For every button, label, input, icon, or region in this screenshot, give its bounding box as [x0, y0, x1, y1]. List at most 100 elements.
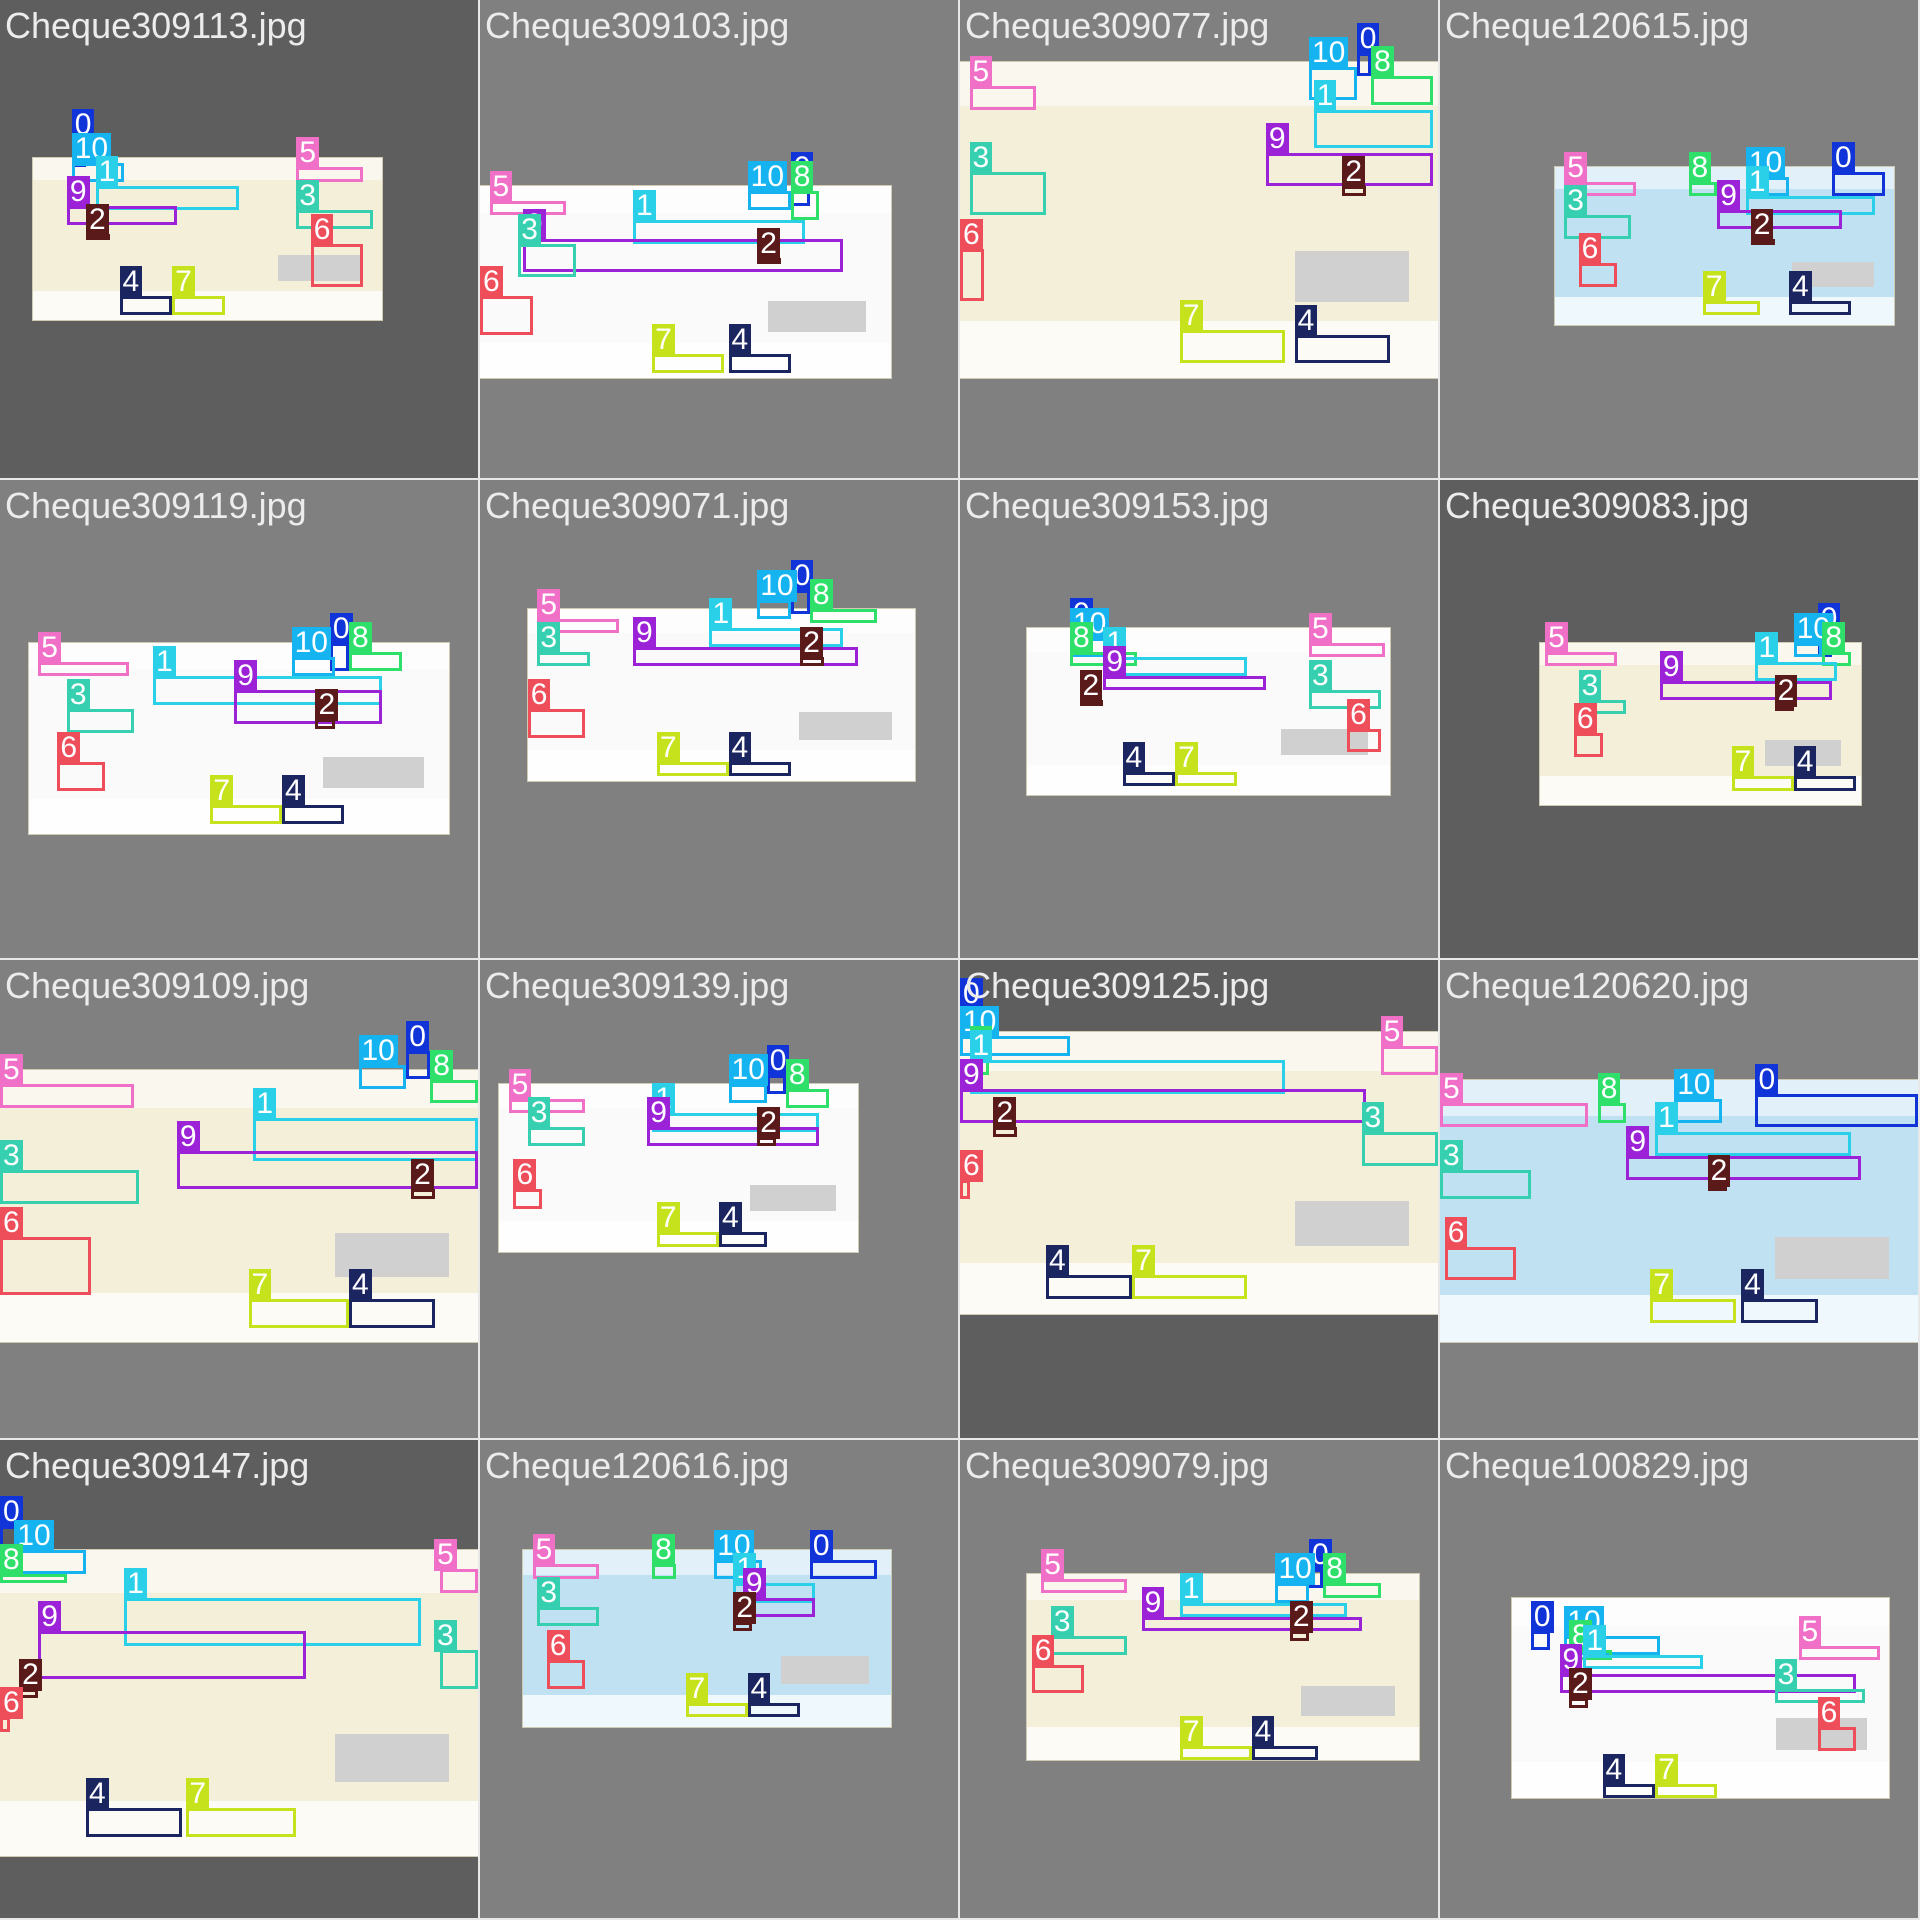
bbox-class-8 — [1371, 76, 1434, 106]
bbox-label: 6 — [310, 213, 334, 246]
bbox-class-3 — [66, 709, 134, 734]
bbox-label: 10 — [747, 161, 788, 194]
bbox-label: 7 — [248, 1269, 272, 1302]
bbox-label: 4 — [728, 323, 752, 356]
bbox-label: 6 — [57, 732, 81, 765]
bbox-label: 6 — [960, 218, 983, 251]
bbox-class-6 — [57, 762, 106, 791]
bbox-class-8 — [809, 609, 877, 624]
bbox-class-3 — [1308, 690, 1381, 710]
bbox-class-3 — [1440, 1170, 1531, 1199]
cheque-gray — [1774, 1237, 1890, 1280]
cheque-gray — [767, 301, 867, 332]
bbox-label: 10 — [757, 569, 797, 602]
bbox-class-4 — [1788, 301, 1852, 316]
bbox-label: 8 — [809, 579, 833, 612]
bbox-label: 9 — [1103, 645, 1127, 678]
bbox-class-1 — [152, 675, 383, 705]
bbox-label: 1 — [632, 189, 656, 222]
bbox-class-0 — [1755, 1093, 1918, 1128]
image-tile: Cheque309147.jpg 0 10 8 1 9 2 5 3 6 4 7 — [0, 1440, 480, 1920]
cheque-gray — [1294, 251, 1410, 302]
bbox-label: 7 — [1655, 1754, 1678, 1787]
bbox-label: 3 — [434, 1620, 457, 1653]
bbox-class-8 — [348, 652, 402, 672]
bbox-label: 6 — [1031, 1634, 1055, 1667]
bbox-label: 4 — [728, 732, 752, 765]
bbox-label: 5 — [38, 631, 61, 664]
bbox-label: 3 — [537, 622, 561, 655]
bbox-label: 6 — [480, 266, 503, 299]
bbox-label: 7 — [1175, 741, 1198, 774]
bbox-class-5 — [439, 1569, 478, 1593]
bbox-class-10 — [747, 191, 791, 211]
bbox-label: 3 — [527, 1097, 551, 1130]
cheque-stripe — [1540, 642, 1861, 666]
bbox-label: 5 — [1564, 151, 1587, 184]
bbox-class-6 — [527, 709, 586, 739]
bbox-class-4 — [747, 1702, 801, 1718]
bbox-label: 5 — [532, 1534, 556, 1567]
bbox-class-9 — [1559, 1674, 1856, 1694]
bbox-label: 6 — [513, 1159, 537, 1192]
bbox-label: 7 — [685, 1672, 709, 1705]
bbox-label: 8 — [0, 1543, 23, 1576]
bbox-label: 4 — [1294, 304, 1318, 337]
bbox-class-8 — [785, 1089, 829, 1109]
bbox-label: 4 — [86, 1778, 109, 1811]
bbox-class-5 — [1798, 1645, 1880, 1660]
tile-filename: Cheque120616.jpg — [485, 1445, 790, 1486]
bbox-class-9 — [1103, 675, 1266, 691]
bbox-class-4 — [1741, 1299, 1818, 1324]
bbox-label: 7 — [656, 1202, 680, 1235]
bbox-label: 8 — [652, 1534, 675, 1567]
bbox-class-1 — [632, 219, 806, 244]
bbox-label: 5 — [969, 56, 993, 89]
bbox-label: 8 — [1688, 151, 1712, 184]
bbox-label: 4 — [282, 775, 305, 808]
bbox-class-10 — [291, 656, 335, 676]
image-tile: Cheque120615.jpg 0 10 8 1 9 2 5 3 6 4 7 — [1440, 0, 1920, 480]
bbox-class-3 — [527, 1127, 586, 1147]
bbox-label: 0 — [1755, 1063, 1779, 1096]
bbox-label: 7 — [186, 1778, 210, 1811]
bbox-label: 5 — [1308, 612, 1332, 645]
bbox-label: 4 — [1741, 1269, 1764, 1302]
bbox-class-9 — [632, 647, 858, 667]
bbox-label: 5 — [537, 588, 561, 621]
tile-filename: Cheque309119.jpg — [5, 485, 307, 526]
bbox-label: 5 — [1380, 1016, 1404, 1049]
bbox-label: 5 — [296, 137, 320, 170]
bbox-label: 8 — [348, 622, 372, 655]
bbox-label: 3 — [1308, 660, 1332, 693]
tile-filename: Cheque309071.jpg — [485, 485, 790, 526]
bbox-label: 9 — [176, 1121, 200, 1154]
tile-filename: Cheque100829.jpg — [1445, 1445, 1750, 1486]
bbox-label: 5 — [434, 1539, 457, 1572]
bbox-label: 3 — [1361, 1102, 1385, 1135]
bbox-label: 7 — [210, 775, 233, 808]
bbox-label: 9 — [38, 1601, 61, 1634]
bbox-class-1 — [95, 186, 239, 211]
bbox-label: 8 — [1069, 622, 1093, 655]
bbox-label: 7 — [1650, 1269, 1673, 1302]
bbox-label: 1 — [1745, 165, 1769, 198]
bbox-class-9 — [960, 1089, 1367, 1123]
bbox-class-7 — [1702, 301, 1761, 316]
bbox-label: 0 — [329, 612, 353, 645]
bbox-label: 10 — [1275, 1553, 1315, 1586]
bbox-label: 2 — [19, 1658, 42, 1691]
bbox-label: 6 — [0, 1207, 23, 1240]
bbox-class-4 — [119, 296, 173, 316]
cheque-band — [1026, 1726, 1419, 1761]
tile-filename: Cheque309147.jpg — [5, 1445, 310, 1486]
bbox-class-5 — [1308, 642, 1386, 657]
bbox-label: 1 — [124, 1567, 147, 1600]
cheque-gray — [798, 712, 892, 740]
bbox-label: 3 — [66, 679, 90, 712]
bbox-class-9 — [1626, 1155, 1861, 1180]
bbox-label: 2 — [1569, 1668, 1592, 1701]
bbox-label: 2 — [1342, 156, 1366, 189]
